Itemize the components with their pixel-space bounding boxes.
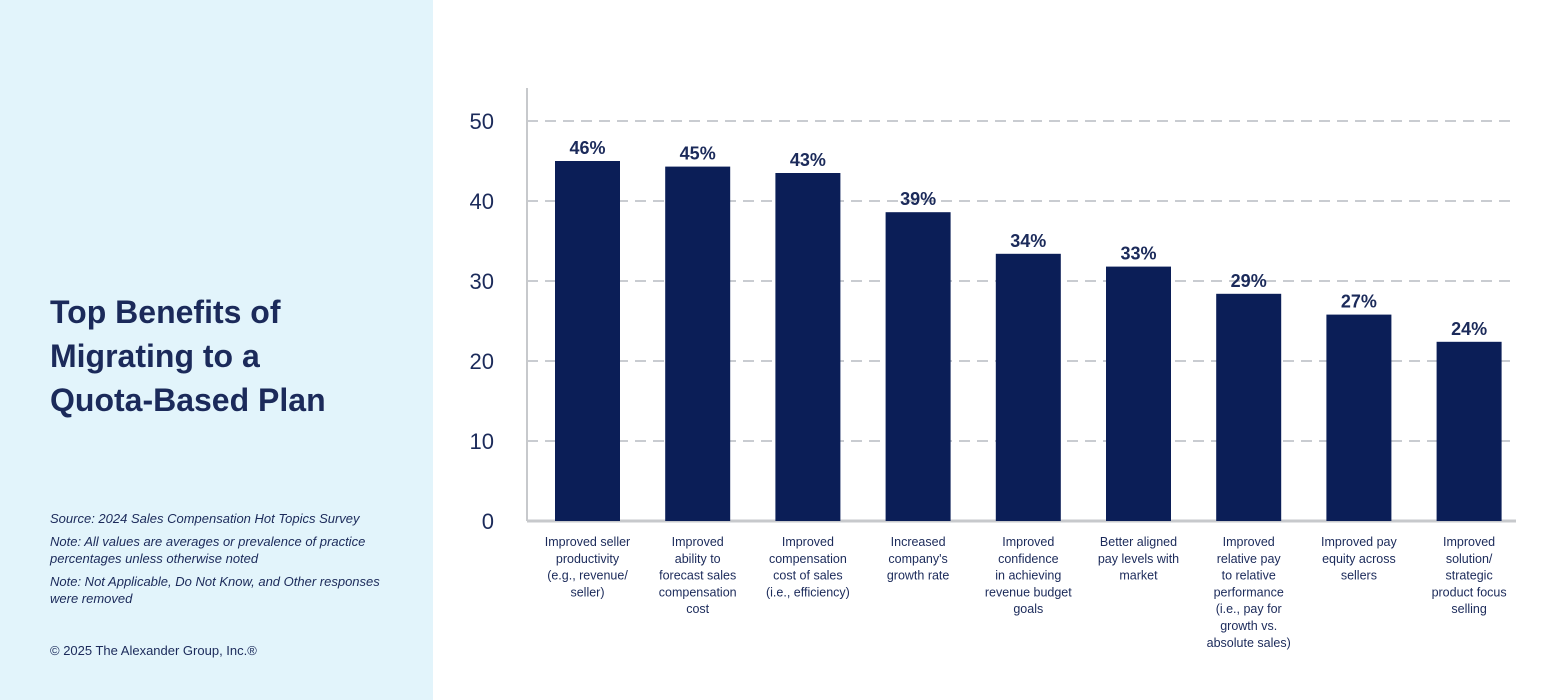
category-label-line: Improved pay <box>1321 535 1397 549</box>
data-label: 24% <box>1451 319 1487 339</box>
category-label-line: ability to <box>675 552 721 566</box>
category-label-line: cost of sales <box>773 569 842 583</box>
category-label-line: absolute sales) <box>1207 636 1291 650</box>
category-label-line: Increased <box>891 535 946 549</box>
title-line: Quota-Based Plan <box>50 382 326 418</box>
category-label-line: relative pay <box>1217 552 1282 566</box>
category-label-line: equity across <box>1322 552 1396 566</box>
category-labels: Improved seller productivity (e.g., revenu… <box>545 535 1507 650</box>
data-label: 46% <box>569 138 605 158</box>
category-label: Improved ability to forecast sales compensa… <box>659 535 737 616</box>
category-label-line: strategic <box>1445 569 1492 583</box>
category-label-line: confidence <box>998 552 1059 566</box>
page-title: Top Benefits of Migrating to a Quota-Bas… <box>50 290 410 422</box>
category-label-line: pay levels with <box>1098 552 1179 566</box>
category-label-line: (i.e., efficiency) <box>766 585 850 599</box>
data-label: 27% <box>1341 292 1377 312</box>
title-line: Top Benefits of <box>50 294 281 330</box>
bars <box>555 161 1502 522</box>
category-label-line: solution/ <box>1446 552 1493 566</box>
category-label-line: productivity <box>556 552 620 566</box>
category-label: Improved compensation cost of sales (i.e., … <box>766 535 850 599</box>
category-label-line: selling <box>1451 602 1486 616</box>
values-note: Note: All values are averages or prevale… <box>50 534 366 566</box>
category-label-line: goals <box>1013 602 1043 616</box>
bar <box>1216 293 1282 521</box>
category-label-line: Improved <box>782 535 834 549</box>
category-label: Increased company's growth rate <box>887 535 950 583</box>
data-label: 45% <box>680 144 716 164</box>
data-label: 29% <box>1231 271 1267 291</box>
category-label: Better aligned pay levels with market <box>1098 535 1179 583</box>
title-line: Migrating to a <box>50 338 260 374</box>
category-label-line: Better aligned <box>1100 535 1177 549</box>
side-panel: Top Benefits of Migrating to a Quota-Bas… <box>0 0 433 700</box>
bar <box>1436 341 1502 521</box>
bar <box>775 173 841 521</box>
category-label-line: Improved <box>672 535 724 549</box>
category-label-line: market <box>1119 569 1158 583</box>
data-labels: 46% 45% 43% 39% 34% 33% 29% 27% 24% <box>569 138 1487 339</box>
data-label: 33% <box>1120 244 1156 264</box>
source-note: Source: 2024 Sales Compensation Hot Topi… <box>50 511 360 526</box>
category-label: Improved relative pay to relative performan… <box>1207 535 1291 650</box>
copyright-text: © 2025 The Alexander Group, Inc.® <box>50 643 257 658</box>
data-label: 34% <box>1010 231 1046 251</box>
category-label-line: Improved <box>1223 535 1275 549</box>
bar <box>1106 266 1171 521</box>
bar <box>995 253 1061 522</box>
category-label-line: compensation <box>769 552 847 566</box>
category-label-line: seller) <box>570 585 604 599</box>
category-label: Improved seller productivity (e.g., revenu… <box>545 535 630 599</box>
y-tick-label: 0 <box>482 509 494 534</box>
category-label: Improved solution/strategic product focus s… <box>1432 535 1507 616</box>
category-label-line: product focus <box>1432 585 1507 599</box>
category-label-line: growth vs. <box>1220 619 1277 633</box>
category-label-line: performance <box>1214 585 1284 599</box>
data-label: 43% <box>790 150 826 170</box>
category-label-line: (i.e., pay for <box>1216 602 1282 616</box>
notes-block: Source: 2024 Sales Compensation Hot Topi… <box>50 510 410 613</box>
category-label-line: compensation <box>659 585 737 599</box>
data-label: 39% <box>900 189 936 209</box>
category-label-line: revenue budget <box>985 585 1072 599</box>
bar <box>555 161 620 521</box>
bar <box>665 166 731 521</box>
y-tick-label: 50 <box>470 109 494 134</box>
y-tick-label: 40 <box>470 189 494 214</box>
removed-responses-note: Note: Not Applicable, Do Not Know, and O… <box>50 574 380 606</box>
category-label-line: Improved <box>1002 535 1054 549</box>
category-label-line: forecast sales <box>659 569 736 583</box>
category-label-line: to relative <box>1222 569 1276 583</box>
category-label-line: growth rate <box>887 569 950 583</box>
category-label-line: Improved <box>1443 535 1495 549</box>
y-tick-label: 20 <box>470 349 494 374</box>
category-label-line: sellers <box>1341 569 1377 583</box>
y-tick-label: 10 <box>470 429 494 454</box>
bar <box>885 212 951 521</box>
category-label-line: in achieving <box>995 569 1061 583</box>
category-label: Improved confidence in achieving revenue bu… <box>985 535 1072 616</box>
category-label-line: (e.g., revenue/ <box>547 569 628 583</box>
category-label-line: cost <box>686 602 709 616</box>
category-label-line: Improved seller <box>545 535 630 549</box>
bar <box>1326 314 1392 521</box>
y-tick-label: 30 <box>470 269 494 294</box>
category-label-line: company's <box>888 552 947 566</box>
category-label: Improved pay equity across sellers <box>1321 535 1397 583</box>
